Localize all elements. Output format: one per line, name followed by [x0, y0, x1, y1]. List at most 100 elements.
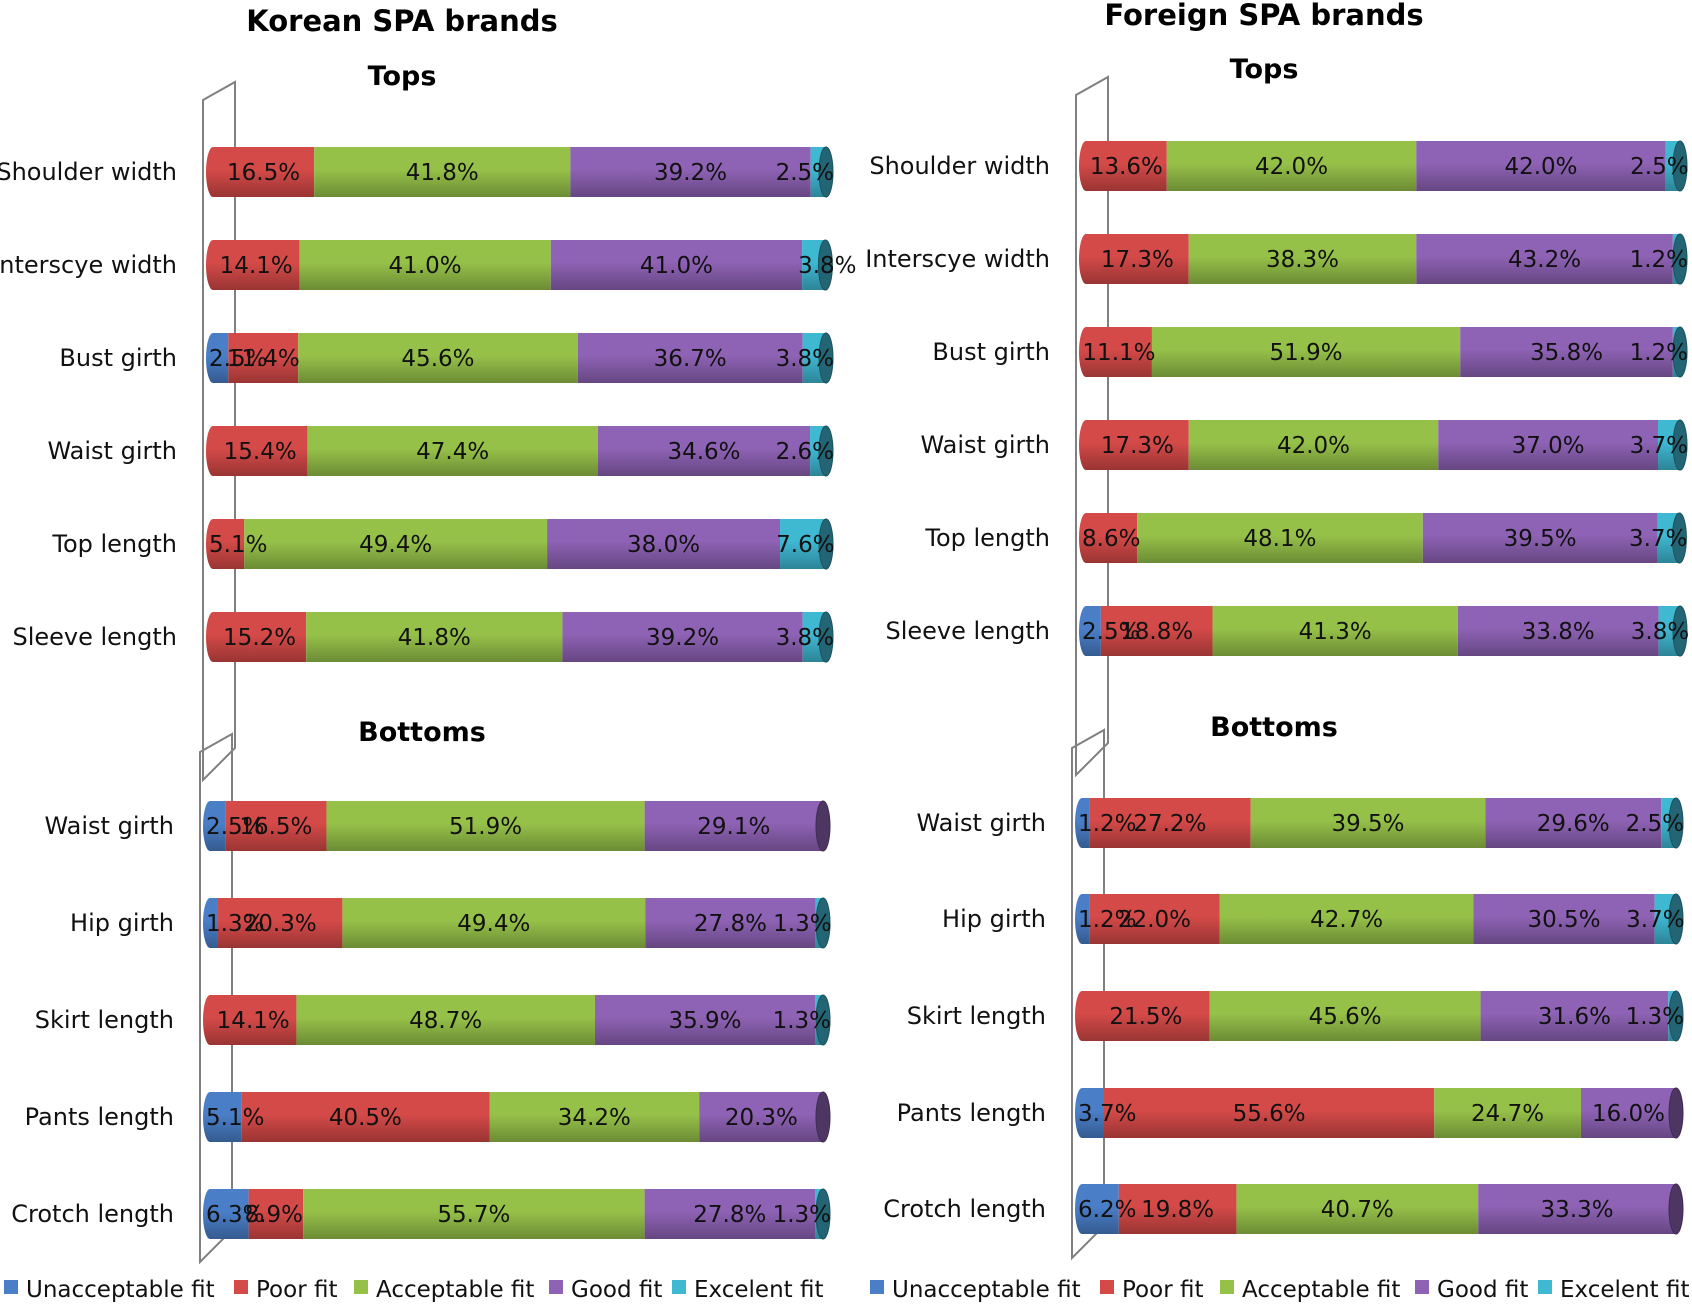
value-label: 42.0% — [1504, 154, 1577, 180]
value-label: 27.2% — [1133, 811, 1206, 837]
bar-cap-right — [1668, 893, 1684, 945]
bar-cap-left — [203, 898, 217, 948]
bar-cap-left — [1075, 1184, 1089, 1234]
value-label: 15.4% — [224, 439, 297, 465]
bar-segment — [306, 612, 563, 662]
value-label: 41.8% — [406, 160, 479, 186]
value-label: 38.0% — [627, 532, 700, 558]
value-label: 17.3% — [1101, 433, 1174, 459]
value-label: 30.5% — [1527, 907, 1600, 933]
bar-cap-left — [203, 1092, 217, 1142]
bar-cap-right — [1672, 605, 1688, 657]
bar-segment — [577, 333, 803, 383]
legend-swatch — [870, 1280, 884, 1294]
value-label: 55.6% — [1233, 1101, 1306, 1127]
legend-label: Good fit — [571, 1277, 662, 1303]
value-label: 24.7% — [1471, 1101, 1544, 1127]
bar-segment — [1580, 1088, 1676, 1138]
plot-back-wall — [202, 80, 236, 783]
value-label: 40.7% — [1321, 1197, 1394, 1223]
legend-swatch — [4, 1280, 18, 1294]
value-label: 48.7% — [409, 1008, 482, 1034]
bar-segment — [1438, 420, 1659, 470]
value-label: 51.9% — [1270, 340, 1343, 366]
bar-segment — [1460, 327, 1673, 377]
legend-label: Poor fit — [1122, 1277, 1203, 1303]
category-label: Crotch length — [883, 1195, 1046, 1223]
bar-cap-right — [815, 994, 831, 1046]
bar-cap-right — [817, 239, 833, 291]
value-label: 48.1% — [1243, 526, 1316, 552]
value-label: 43.2% — [1508, 247, 1581, 273]
bar-segment — [644, 801, 823, 851]
value-label: 6.3% — [206, 1202, 264, 1228]
bar-cap-right — [815, 897, 831, 949]
category-label: Skirt length — [35, 1006, 174, 1034]
bar-segment — [1485, 798, 1662, 848]
bar-cap-right — [815, 1188, 831, 1240]
plot-back-wall — [1075, 75, 1109, 778]
bar-segment — [213, 426, 308, 476]
value-label: 1.3% — [773, 1202, 831, 1228]
legend-swatch — [1100, 1280, 1114, 1294]
category-label: Pants length — [897, 1099, 1046, 1127]
bar-segment — [1219, 894, 1474, 944]
bar-segment — [594, 995, 816, 1045]
bar-segment — [314, 147, 571, 197]
bar-cap-left — [1079, 141, 1093, 191]
bar-segment — [1188, 234, 1417, 284]
value-label: 37.0% — [1512, 433, 1585, 459]
bar-cap-left — [203, 1189, 217, 1239]
value-label: 42.0% — [1277, 433, 1350, 459]
value-label: 2.5% — [1082, 619, 1140, 645]
group-title-foreign: Foreign SPA brands — [1104, 0, 1423, 32]
value-label: 1.3% — [1626, 1004, 1684, 1030]
bar-segment — [1100, 606, 1213, 656]
legend-swatch — [1220, 1280, 1234, 1294]
bar-segment — [1212, 606, 1458, 656]
legend-swatch — [672, 1280, 686, 1294]
value-label: 14.1% — [220, 253, 293, 279]
bar-cap-right — [1668, 1183, 1684, 1235]
value-label: 13.6% — [1090, 154, 1163, 180]
bar-segment — [307, 426, 598, 476]
value-label: 8.6% — [1082, 526, 1140, 552]
bar-segment — [644, 1189, 816, 1239]
bar-segment — [1209, 991, 1481, 1041]
value-label: 16.0% — [1592, 1101, 1665, 1127]
bar-cap-right — [1668, 990, 1684, 1042]
bar-segment — [1416, 141, 1666, 191]
bar-cap-left — [1079, 327, 1093, 377]
bar-cap-left — [203, 995, 217, 1045]
bar-segment — [303, 1189, 645, 1239]
panel-title: Tops — [1230, 54, 1299, 85]
bar-cap-right — [818, 332, 834, 384]
bar-segment — [326, 801, 645, 851]
value-label: 39.5% — [1331, 811, 1404, 837]
legend-label: Poor fit — [256, 1277, 337, 1303]
bar-segment — [1089, 798, 1251, 848]
bar-segment — [1434, 1088, 1581, 1138]
value-label: 20.3% — [244, 911, 317, 937]
legend-label: Excelent fit — [1560, 1277, 1690, 1303]
value-label: 3.8% — [1631, 619, 1689, 645]
bar-segment — [1086, 141, 1167, 191]
value-label: 3.8% — [798, 253, 856, 279]
value-label: 3.7% — [1626, 907, 1684, 933]
bar-segment — [342, 898, 646, 948]
bar-segment — [562, 612, 803, 662]
value-label: 11.4% — [227, 346, 300, 372]
value-label: 1.2% — [1078, 907, 1136, 933]
value-label: 2.6% — [776, 439, 834, 465]
value-label: 3.8% — [776, 346, 834, 372]
bar-cap-left — [1075, 991, 1089, 1041]
value-label: 16.5% — [239, 814, 312, 840]
bar-cap-right — [818, 146, 834, 198]
bar-cap-left — [1075, 894, 1089, 944]
value-label: 34.6% — [667, 439, 740, 465]
value-label: 39.2% — [646, 625, 719, 651]
category-label: Top length — [924, 524, 1050, 552]
value-label: 5.1% — [209, 532, 267, 558]
legend-label: Unacceptable fit — [892, 1277, 1081, 1303]
bar-cap-left — [206, 426, 220, 476]
